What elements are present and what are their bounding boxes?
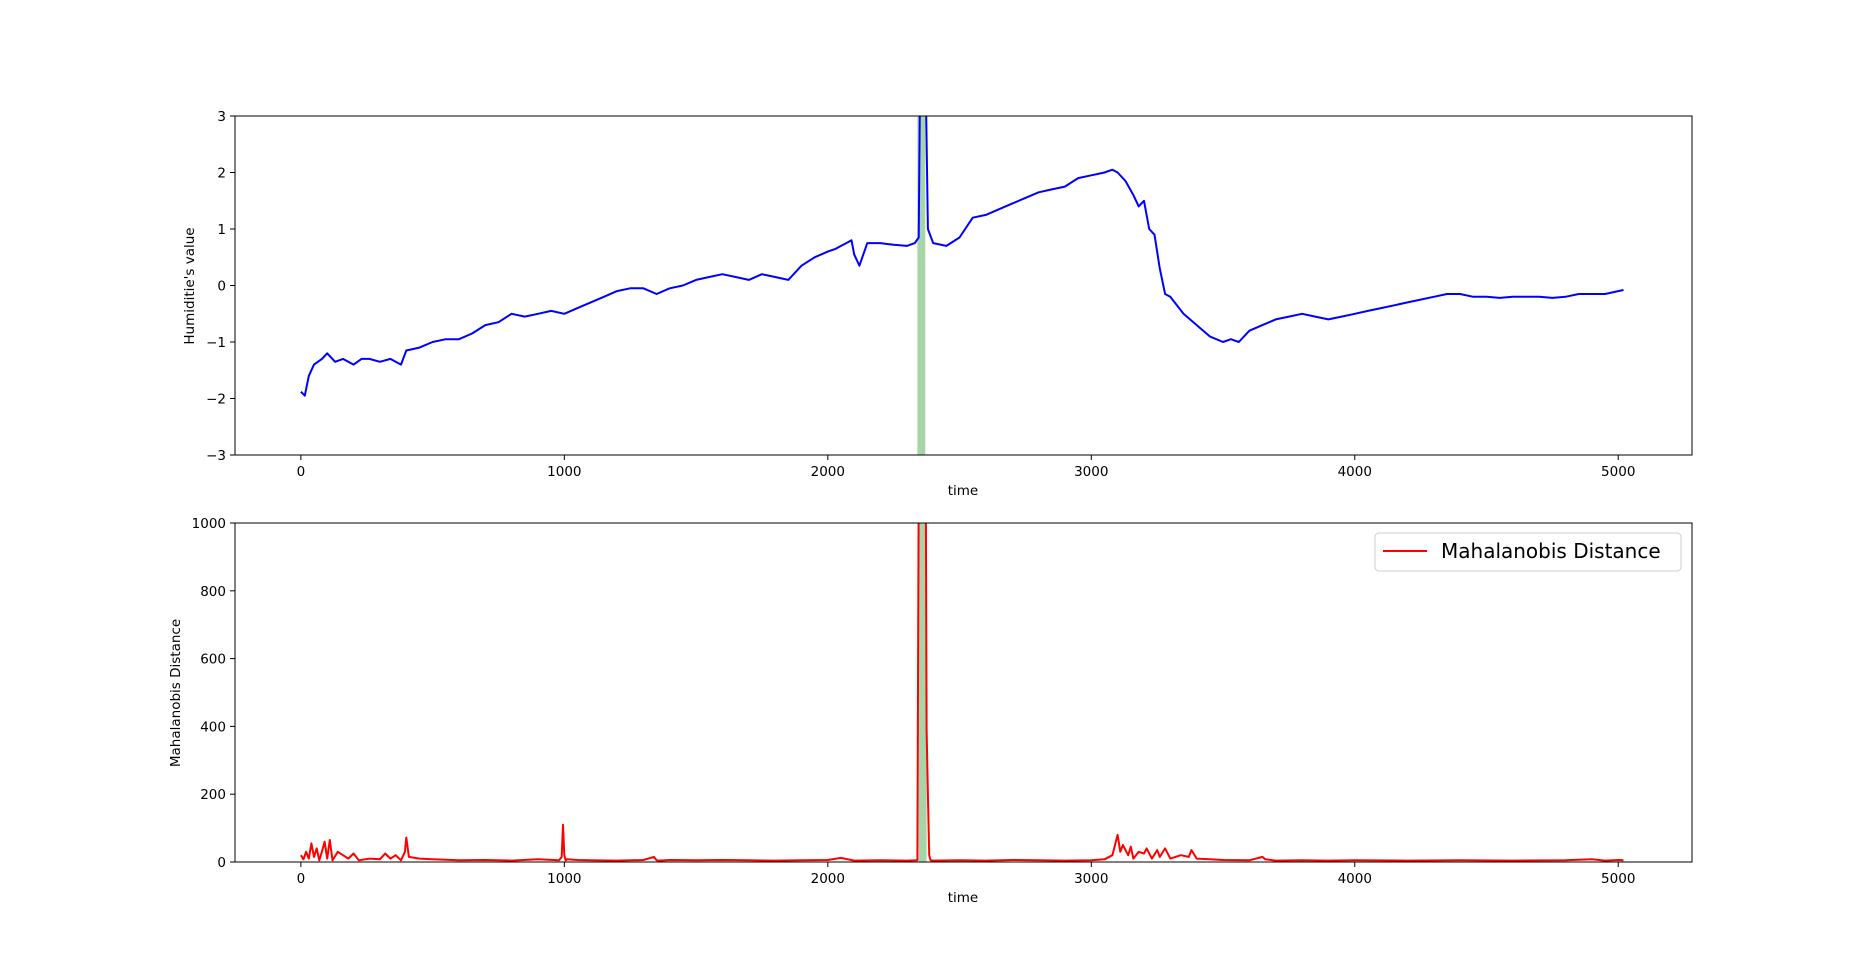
x-tick-label: 0 [297, 464, 306, 480]
legend-box [1374, 532, 1682, 572]
mahalanobis-series-line [300, 523, 1624, 862]
y-axis-ticks: −3 −2 −1 0 1 2 3 [206, 109, 235, 464]
x-axis-ticks: 0 1000 2000 3000 4000 5000 [297, 455, 1635, 480]
anomaly-highlight-band [917, 116, 926, 455]
x-tick-label: 4000 [1338, 464, 1372, 480]
x-tick-label: 1000 [547, 871, 581, 887]
y-tick-label: 600 [200, 652, 226, 668]
legend-label: Mahalanobis Distance [1441, 539, 1661, 563]
y-tick-label: 0 [217, 279, 226, 295]
x-axis-ticks: 0 1000 2000 3000 4000 5000 [297, 862, 1635, 887]
x-axis-label: time [948, 890, 979, 906]
mahalanobis-plot: 0 1000 2000 3000 4000 5000 02004006008001000 … [168, 516, 1693, 906]
x-tick-label: 3000 [1074, 464, 1108, 480]
y-tick-label: 0 [217, 855, 226, 871]
anomaly-highlight-band [918, 523, 927, 862]
humidity-plot: 0 1000 2000 3000 4000 5000 −3 −2 −1 0 1 2 3 time Hu… [182, 109, 1693, 499]
y-tick-label: 200 [200, 787, 226, 803]
highlight-rect [917, 116, 926, 455]
y-tick-label: −3 [206, 448, 226, 464]
y-tick-label: 400 [200, 719, 226, 735]
plot-frame [234, 115, 1693, 456]
plot-frame [234, 522, 1693, 863]
x-tick-label: 3000 [1074, 871, 1108, 887]
x-tick-label: 5000 [1601, 464, 1635, 480]
y-tick-label: −2 [206, 392, 226, 408]
x-tick-label: 5000 [1601, 871, 1635, 887]
y-tick-label: 3 [217, 109, 226, 125]
x-tick-label: 1000 [547, 464, 581, 480]
x-tick-label: 4000 [1338, 871, 1372, 887]
y-tick-label: 1000 [192, 516, 226, 532]
y-axis-label: Humiditie's value [182, 227, 198, 344]
y-tick-label: 1 [217, 222, 226, 238]
highlight-rect [918, 523, 927, 862]
legend: Mahalanobis Distance [1374, 532, 1682, 572]
y-axis-ticks: 0 200 400 600 800 1000 [192, 516, 235, 871]
y-tick-label: 800 [200, 584, 226, 600]
y-axis-label: Mahalanobis Distance [168, 619, 184, 767]
x-tick-label: 2000 [811, 464, 845, 480]
y-tick-label: −1 [206, 335, 226, 351]
x-tick-label: 0 [297, 871, 306, 887]
x-axis-label: time [948, 483, 979, 499]
x-tick-label: 2000 [811, 871, 845, 887]
y-tick-label: 2 [217, 166, 226, 182]
humidity-series-line [300, 116, 1624, 397]
